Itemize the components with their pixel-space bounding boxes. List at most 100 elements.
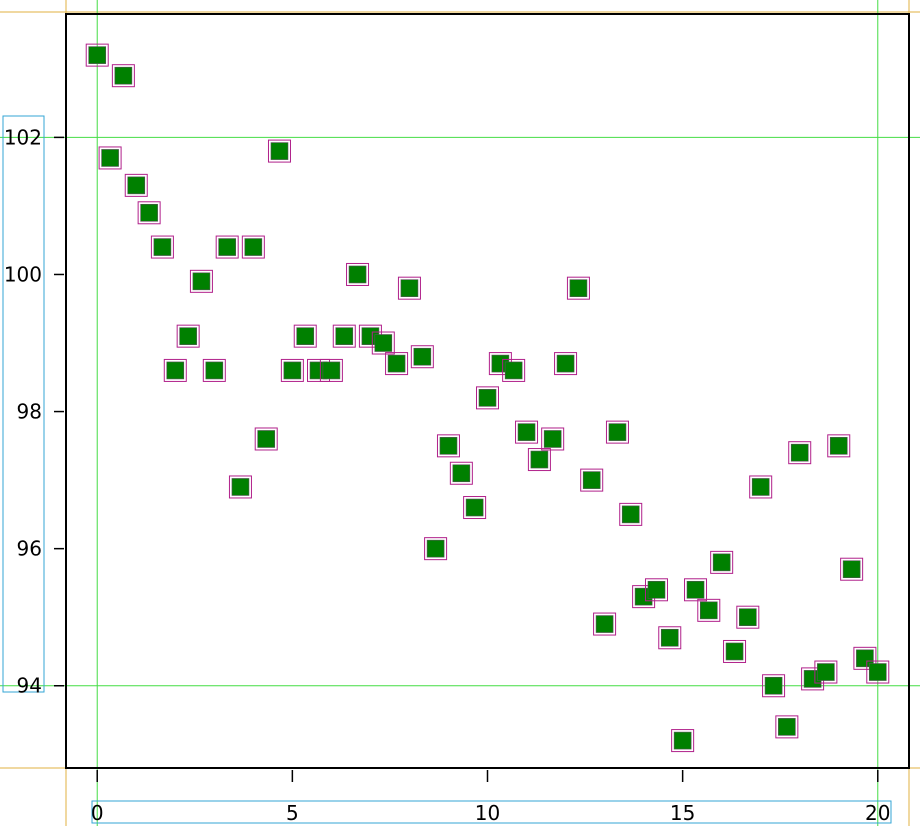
data-point-box bbox=[827, 434, 851, 458]
data-point bbox=[580, 468, 604, 492]
data-point-marker bbox=[270, 142, 289, 160]
data-point-box bbox=[267, 139, 291, 163]
data-point-box bbox=[515, 420, 539, 444]
x-tick-label: 15 bbox=[670, 801, 695, 825]
data-point bbox=[502, 358, 526, 382]
data-point-marker bbox=[296, 327, 315, 345]
data-point-box bbox=[371, 331, 395, 355]
data-point-box bbox=[566, 276, 590, 300]
data-point-box bbox=[280, 358, 304, 382]
data-point-marker bbox=[452, 464, 471, 483]
data-point-box bbox=[176, 324, 200, 348]
marker-layer bbox=[85, 43, 890, 753]
data-point bbox=[215, 235, 239, 259]
x-tick-label: 10 bbox=[475, 801, 500, 825]
data-point-marker bbox=[179, 327, 197, 345]
data-point bbox=[644, 578, 668, 602]
data-point bbox=[762, 674, 786, 698]
data-point bbox=[566, 276, 590, 300]
data-point-box bbox=[436, 434, 460, 458]
data-point-box bbox=[85, 43, 109, 67]
data-point bbox=[449, 461, 473, 485]
data-point-box bbox=[410, 345, 434, 369]
data-point-marker bbox=[595, 615, 614, 633]
data-point-marker bbox=[88, 46, 107, 64]
data-point-box bbox=[840, 557, 864, 581]
data-point-marker bbox=[348, 265, 367, 284]
data-point-box bbox=[775, 715, 799, 739]
data-point-marker bbox=[608, 423, 627, 441]
data-point-marker bbox=[283, 361, 302, 380]
data-point-box bbox=[554, 352, 578, 376]
data-point-box bbox=[163, 358, 187, 382]
y-tick-label: 98 bbox=[17, 400, 42, 424]
data-point bbox=[605, 420, 629, 444]
data-point bbox=[436, 434, 460, 458]
data-point-box bbox=[202, 358, 226, 382]
data-point bbox=[189, 269, 213, 293]
data-point-box bbox=[346, 262, 370, 286]
data-point-marker bbox=[387, 354, 406, 373]
x-tick-label: 5 bbox=[286, 801, 299, 825]
data-point bbox=[684, 578, 708, 602]
data-point-box bbox=[385, 352, 409, 376]
data-point-box bbox=[619, 502, 643, 526]
data-point-marker bbox=[426, 539, 445, 558]
data-point bbox=[397, 276, 421, 300]
data-point bbox=[111, 64, 135, 88]
data-point-marker bbox=[543, 430, 562, 448]
data-point bbox=[814, 660, 838, 684]
data-point-box bbox=[397, 276, 421, 300]
data-point bbox=[541, 427, 565, 451]
data-point-box bbox=[241, 235, 265, 259]
data-point-marker bbox=[192, 272, 211, 291]
data-point bbox=[202, 358, 226, 382]
y-tick-label: 96 bbox=[17, 537, 42, 561]
data-point bbox=[619, 502, 643, 526]
data-point bbox=[150, 235, 174, 259]
data-point bbox=[332, 324, 356, 348]
data-point-box bbox=[749, 475, 773, 499]
data-point-box bbox=[762, 674, 786, 698]
data-point-box bbox=[424, 537, 448, 561]
data-point-marker bbox=[673, 731, 692, 750]
data-point-box bbox=[853, 646, 877, 670]
data-point-box bbox=[788, 441, 812, 465]
data-point-marker bbox=[205, 361, 224, 380]
data-point-marker bbox=[504, 361, 523, 380]
data-point-box bbox=[527, 448, 551, 472]
data-point-marker bbox=[556, 354, 575, 373]
data-point bbox=[515, 420, 539, 444]
data-point-box bbox=[137, 201, 161, 225]
data-point bbox=[736, 605, 760, 629]
data-point-marker bbox=[517, 423, 536, 441]
data-point-marker bbox=[829, 437, 848, 455]
data-point-box bbox=[723, 639, 747, 663]
y-tick-labels-box bbox=[2, 115, 45, 693]
data-point-box bbox=[215, 235, 239, 259]
data-point-box bbox=[189, 269, 213, 293]
data-point bbox=[371, 331, 395, 355]
data-point bbox=[163, 358, 187, 382]
data-point-marker bbox=[127, 176, 146, 195]
y-tick-label: 100 bbox=[4, 262, 42, 286]
data-point-marker bbox=[335, 327, 354, 345]
data-point-box bbox=[463, 496, 487, 520]
data-point-box bbox=[541, 427, 565, 451]
y-tick-label: 102 bbox=[4, 125, 42, 149]
data-point-box bbox=[111, 64, 135, 88]
data-point-marker bbox=[868, 663, 887, 681]
data-point bbox=[658, 626, 682, 650]
data-point bbox=[98, 146, 122, 170]
data-point-marker bbox=[114, 66, 133, 85]
data-point-marker bbox=[101, 149, 119, 167]
data-point-box bbox=[449, 461, 473, 485]
data-point bbox=[410, 345, 434, 369]
plot-area-border bbox=[65, 13, 910, 769]
data-point bbox=[293, 324, 317, 348]
x-tick-label: 20 bbox=[865, 801, 890, 825]
data-point bbox=[280, 358, 304, 382]
data-point-box bbox=[254, 427, 278, 451]
